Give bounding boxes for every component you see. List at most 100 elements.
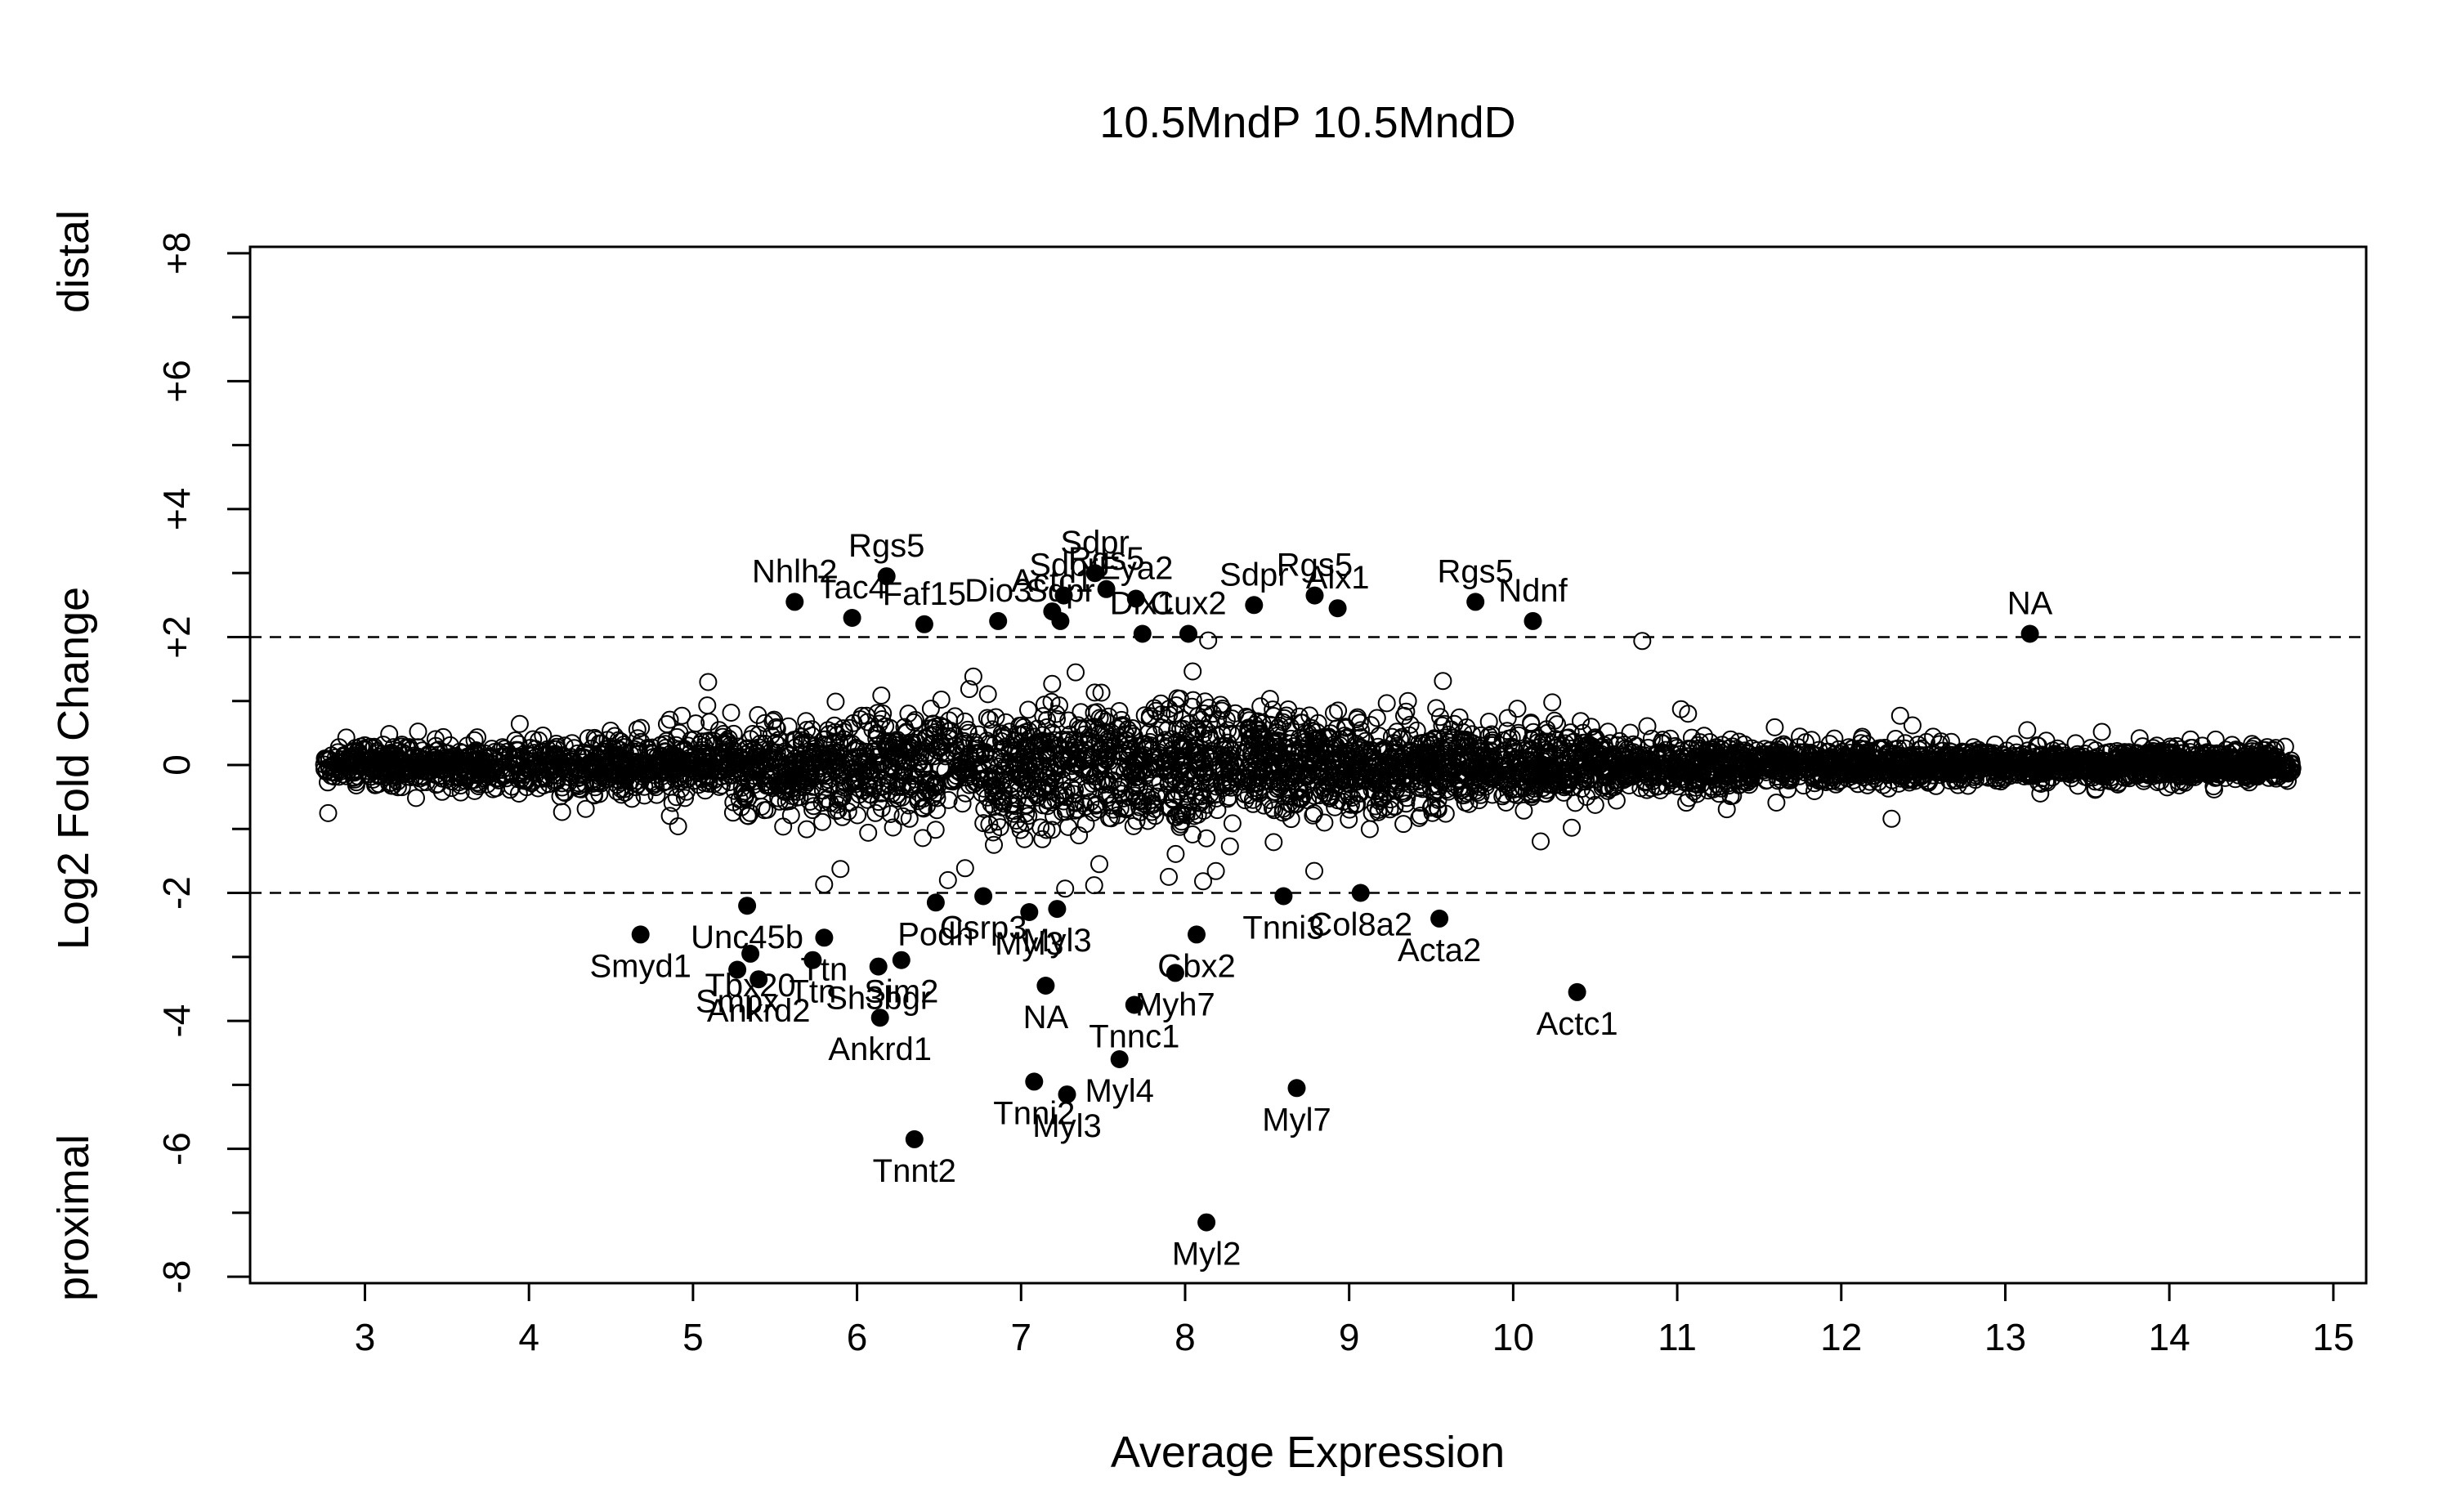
- data-point: [1264, 733, 1283, 752]
- data-point: [1085, 683, 1104, 702]
- data-point: [1792, 757, 1810, 776]
- data-point: [329, 757, 347, 776]
- data-point: [516, 771, 535, 790]
- data-point: [815, 875, 834, 894]
- data-point: [767, 743, 786, 762]
- data-point: [1090, 855, 1108, 874]
- data-point: [806, 736, 825, 755]
- data-point: [460, 747, 479, 766]
- data-point: [1524, 722, 1542, 741]
- data-point: [1022, 781, 1040, 799]
- data-point: [1146, 799, 1165, 818]
- data-point: [904, 767, 923, 785]
- data-point: [1124, 816, 1143, 835]
- data-point: [409, 722, 427, 741]
- data-point: [953, 794, 972, 813]
- data-point: [736, 787, 754, 806]
- data-point: [1283, 743, 1302, 762]
- data-point: [1264, 833, 1283, 852]
- chart-title: 10.5MndP 10.5MndD: [1099, 98, 1515, 147]
- data-point: [1183, 662, 1202, 681]
- data-point: [1586, 795, 1604, 814]
- data-point: [1555, 754, 1574, 772]
- data-point: [2069, 776, 2087, 795]
- data-point: [813, 812, 832, 831]
- data-point: [1047, 705, 1066, 723]
- data-point: [1411, 794, 1430, 812]
- data-point: [1258, 766, 1276, 785]
- data-point: [832, 788, 851, 807]
- data-point: [1013, 767, 1031, 786]
- data-point: [1479, 763, 1498, 781]
- data-point: [722, 704, 741, 722]
- data-point: [1139, 723, 1158, 742]
- data-point: [2191, 761, 2210, 779]
- data-point: [1127, 777, 1146, 796]
- data-point: [1653, 731, 1672, 749]
- data-point: [1394, 815, 1413, 834]
- data-point: [983, 720, 1002, 739]
- data-point: [1197, 829, 1216, 848]
- data-point: [1092, 683, 1111, 702]
- data-point: [1595, 768, 1614, 787]
- data-point: [1201, 729, 1219, 748]
- data-point: [1677, 794, 1696, 812]
- data-point: [1745, 768, 1764, 787]
- data-point: [978, 731, 996, 750]
- data-point: [2235, 758, 2253, 776]
- data-point: [692, 732, 711, 751]
- data-point: [1788, 738, 1807, 757]
- data-point: [1427, 699, 1446, 718]
- data-point: [1183, 780, 1201, 798]
- data-point: [530, 769, 548, 788]
- data-point: [1742, 766, 1761, 785]
- data-point: [1102, 809, 1121, 828]
- data-point: [1642, 729, 1661, 748]
- data-point: [803, 720, 821, 739]
- data-point: [557, 760, 576, 779]
- data-point: [677, 782, 696, 801]
- data-point: [1586, 728, 1604, 747]
- data-point: [1251, 724, 1269, 743]
- data-point: [1100, 752, 1119, 771]
- data-point: [749, 725, 767, 744]
- data-point: [1075, 734, 1094, 752]
- data-point: [1261, 745, 1280, 764]
- data-point: [1765, 718, 1784, 736]
- data-point: [874, 705, 893, 722]
- data-point: [506, 731, 525, 749]
- data-point: [1329, 701, 1348, 720]
- data-point: [880, 718, 899, 737]
- data-point: [2119, 751, 2137, 770]
- data-point: [700, 774, 718, 793]
- data-point: [553, 778, 571, 797]
- data-point: [699, 767, 718, 786]
- data-point: [1802, 731, 1821, 749]
- data-point: [1249, 712, 1267, 731]
- data-point: [1111, 735, 1130, 754]
- data-point: [839, 802, 857, 821]
- data-point: [624, 759, 642, 778]
- data-point: [596, 740, 615, 758]
- data-point: [936, 761, 955, 780]
- side-label-proximal: proximal: [49, 1134, 98, 1301]
- data-point: [1274, 737, 1293, 756]
- data-point: [319, 803, 338, 822]
- data-point: [1582, 718, 1600, 736]
- data-point: [732, 798, 750, 816]
- data-point: [1264, 707, 1283, 725]
- data-point: [1051, 786, 1069, 805]
- data-point: [774, 817, 793, 836]
- data-point: [879, 767, 897, 785]
- data-point: [1315, 813, 1334, 832]
- data-point: [673, 706, 691, 725]
- data-point: [1000, 744, 1019, 763]
- data-point: [974, 779, 993, 798]
- data-point: [1251, 697, 1270, 716]
- data-point: [700, 713, 719, 731]
- data-point: [544, 761, 563, 779]
- data-point: [477, 761, 495, 780]
- data-point: [1360, 820, 1379, 839]
- data-point: [1635, 773, 1654, 792]
- data-point: [1309, 763, 1328, 781]
